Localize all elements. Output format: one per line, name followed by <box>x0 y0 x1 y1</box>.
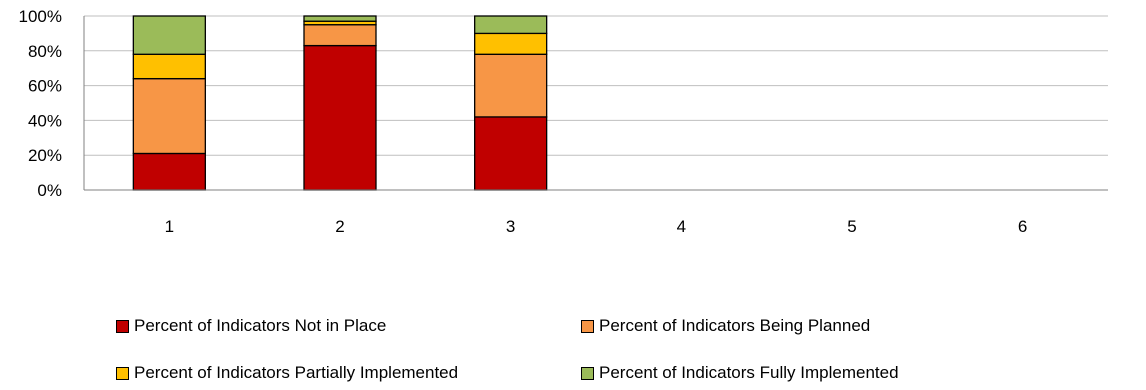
x-tick-label: 3 <box>506 217 515 236</box>
bar-segment-2-cat-1 <box>132 77 206 155</box>
bar-segment-4-cat-2 <box>303 15 377 22</box>
bar-segment-4-cat-3 <box>474 15 548 35</box>
y-tick-label: 40% <box>28 111 62 130</box>
y-tick-labels: 0% 20% 40% 60% 80% 100% <box>19 7 62 200</box>
bar-segment-3-cat-3 <box>474 32 548 55</box>
y-tick-label: 20% <box>28 146 62 165</box>
bar-segment-2-cat-2 <box>303 24 377 47</box>
y-tick-label: 60% <box>28 77 62 96</box>
bar-segment-1-cat-1 <box>132 152 206 191</box>
y-tick-label: 80% <box>28 42 62 61</box>
bar-segment-3-cat-1 <box>132 53 206 80</box>
x-tick-labels: 1 2 3 4 5 6 <box>165 217 1028 236</box>
x-tick-label: 2 <box>335 217 344 236</box>
x-tick-label: 1 <box>165 217 174 236</box>
x-tick-label: 5 <box>847 217 856 236</box>
x-tick-label: 4 <box>677 217 686 236</box>
axes <box>83 16 1108 191</box>
bars <box>132 15 548 191</box>
x-tick-label: 6 <box>1018 217 1027 236</box>
bar-segment-4-cat-1 <box>132 15 206 55</box>
y-tick-label: 100% <box>19 7 62 26</box>
bar-segment-2-cat-3 <box>474 53 548 118</box>
bar-segment-1-cat-3 <box>474 116 548 191</box>
bar-segment-1-cat-2 <box>303 44 377 191</box>
gridlines <box>84 15 1108 156</box>
y-tick-label: 0% <box>37 181 62 200</box>
